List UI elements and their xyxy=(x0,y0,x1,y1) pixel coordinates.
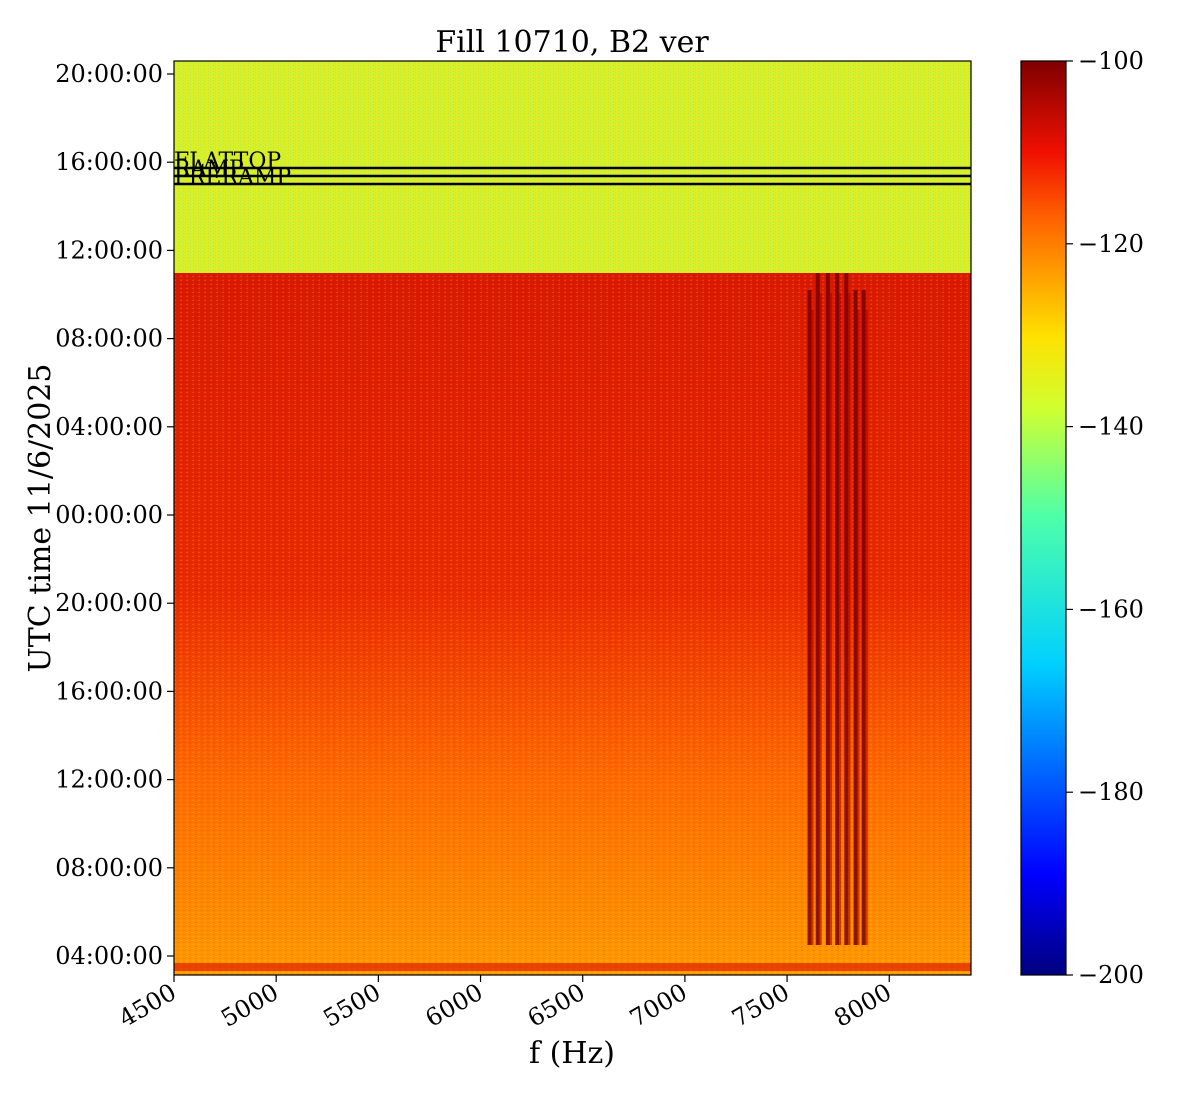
spectral-line xyxy=(835,273,840,945)
spectral-line-shade xyxy=(839,293,842,945)
plot-area xyxy=(174,61,971,975)
x-tick-label: 7500 xyxy=(727,978,794,1033)
y-tick-label: 16:00:00 xyxy=(55,148,163,176)
colorbar-tick-label: −100 xyxy=(1078,47,1144,75)
spectral-line xyxy=(807,290,812,945)
spectral-line-shade xyxy=(857,310,860,945)
lower-region-noise xyxy=(174,273,971,975)
x-tick-label: 8000 xyxy=(829,978,896,1033)
x-tick-label: 5500 xyxy=(318,978,385,1033)
colorbar-tick-label: −200 xyxy=(1078,961,1144,989)
x-tick-label: 4500 xyxy=(114,978,181,1033)
annotation-label: FLATTOP xyxy=(174,149,281,174)
colorbar xyxy=(1020,60,1067,976)
x-tick-label: 5000 xyxy=(216,978,283,1033)
bottom-band xyxy=(174,963,971,971)
y-tick-label: 04:00:00 xyxy=(55,942,163,970)
y-tick-label: 12:00:00 xyxy=(55,236,163,264)
spectral-line-shade xyxy=(848,293,851,945)
colorbar-tick-label: −180 xyxy=(1078,778,1144,806)
y-tick-label: 12:00:00 xyxy=(55,766,163,794)
colorbar-tick-label: −140 xyxy=(1078,413,1144,441)
y-tick-label: 20:00:00 xyxy=(55,589,163,617)
chart-title: Fill 10710, B2 ver xyxy=(435,25,709,60)
spectral-line xyxy=(853,290,858,945)
y-tick-label: 08:00:00 xyxy=(55,325,163,353)
spectral-line-shade xyxy=(865,310,868,945)
y-tick-label: 20:00:00 xyxy=(55,60,163,88)
y-tick-label: 08:00:00 xyxy=(55,854,163,882)
x-tick-label: 7000 xyxy=(625,978,692,1033)
spectral-line-shade xyxy=(819,293,822,945)
y-tick-label: 00:00:00 xyxy=(55,501,163,529)
spectral-line-shade xyxy=(829,293,832,945)
x-axis-label: f (Hz) xyxy=(529,1036,615,1071)
spectral-line xyxy=(844,273,849,945)
spectral-line xyxy=(815,273,820,945)
x-tick-label: 6500 xyxy=(523,978,590,1033)
colorbar-tick-label: −160 xyxy=(1078,595,1144,623)
colorbar-tick-label: −120 xyxy=(1078,230,1144,258)
y-tick-label: 16:00:00 xyxy=(55,677,163,705)
spectral-line xyxy=(825,273,830,945)
x-tick-label: 6000 xyxy=(421,978,488,1033)
annotation-label: RAMP xyxy=(174,157,244,182)
annotation-label: PRERAMP xyxy=(174,165,291,190)
plot-frame xyxy=(173,60,972,976)
spectral-line-shade xyxy=(811,310,814,945)
y-axis-label: UTC time 11/6/2025 xyxy=(23,364,58,673)
spectral-line xyxy=(861,290,866,945)
y-tick-label: 04:00:00 xyxy=(55,413,163,441)
